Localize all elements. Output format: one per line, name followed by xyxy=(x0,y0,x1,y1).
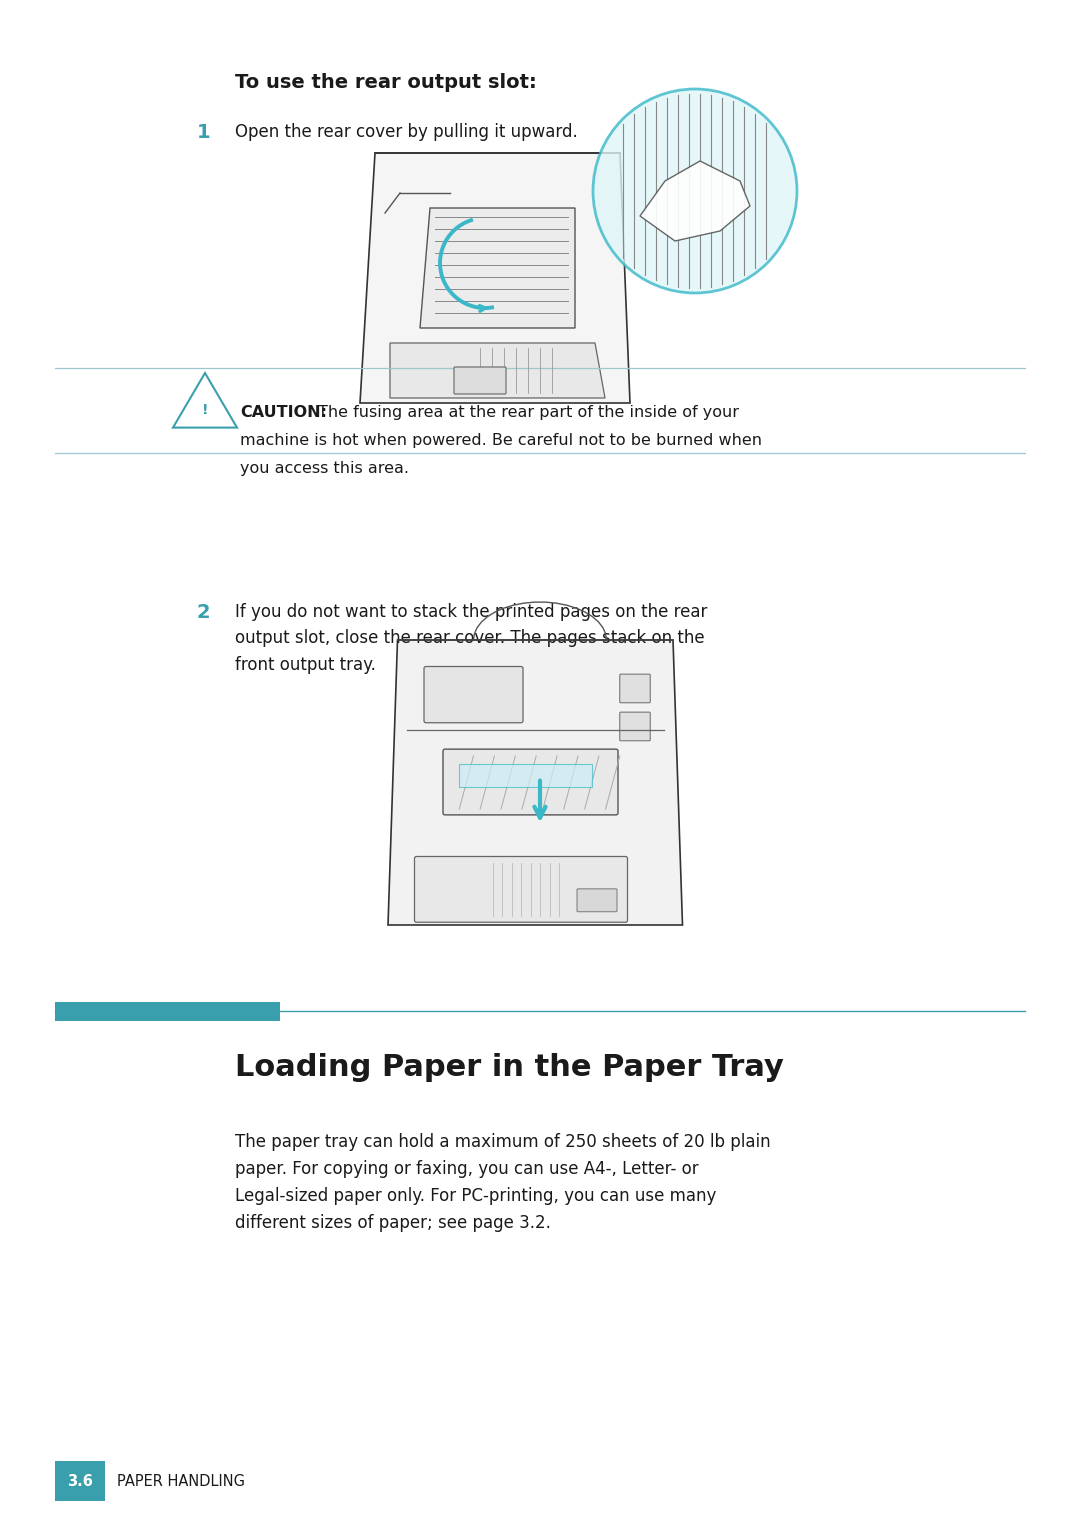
Polygon shape xyxy=(390,343,605,398)
Text: machine is hot when powered. Be careful not to be burned when: machine is hot when powered. Be careful … xyxy=(240,433,762,448)
Text: If you do not want to stack the printed pages on the rear
output slot, close the: If you do not want to stack the printed … xyxy=(235,603,707,673)
Polygon shape xyxy=(640,161,750,241)
Polygon shape xyxy=(360,152,630,404)
FancyBboxPatch shape xyxy=(443,749,618,815)
Text: Open the rear cover by pulling it upward.: Open the rear cover by pulling it upward… xyxy=(235,123,578,142)
Text: you access this area.: you access this area. xyxy=(240,461,409,477)
FancyBboxPatch shape xyxy=(415,856,627,923)
Text: CAUTION:: CAUTION: xyxy=(240,405,327,420)
Text: PAPER HANDLING: PAPER HANDLING xyxy=(117,1473,245,1488)
Polygon shape xyxy=(459,763,592,787)
FancyBboxPatch shape xyxy=(577,889,617,912)
Text: 3.6: 3.6 xyxy=(67,1473,93,1488)
FancyBboxPatch shape xyxy=(55,1461,105,1502)
Circle shape xyxy=(593,88,797,292)
Text: 2: 2 xyxy=(197,603,210,621)
Text: Loading Paper in the Paper Tray: Loading Paper in the Paper Tray xyxy=(235,1052,784,1081)
FancyBboxPatch shape xyxy=(620,713,650,740)
Text: The fusing area at the rear part of the inside of your: The fusing area at the rear part of the … xyxy=(318,405,739,420)
Text: 1: 1 xyxy=(197,123,210,142)
FancyBboxPatch shape xyxy=(454,367,507,394)
Text: !: ! xyxy=(202,404,208,417)
Text: The paper tray can hold a maximum of 250 sheets of 20 lb plain
paper. For copyin: The paper tray can hold a maximum of 250… xyxy=(235,1133,771,1232)
FancyBboxPatch shape xyxy=(620,675,650,702)
Polygon shape xyxy=(173,373,237,428)
Text: To use the rear output slot:: To use the rear output slot: xyxy=(235,73,537,91)
Polygon shape xyxy=(420,209,575,327)
FancyBboxPatch shape xyxy=(55,1002,280,1020)
Polygon shape xyxy=(388,640,683,924)
FancyBboxPatch shape xyxy=(424,667,523,723)
